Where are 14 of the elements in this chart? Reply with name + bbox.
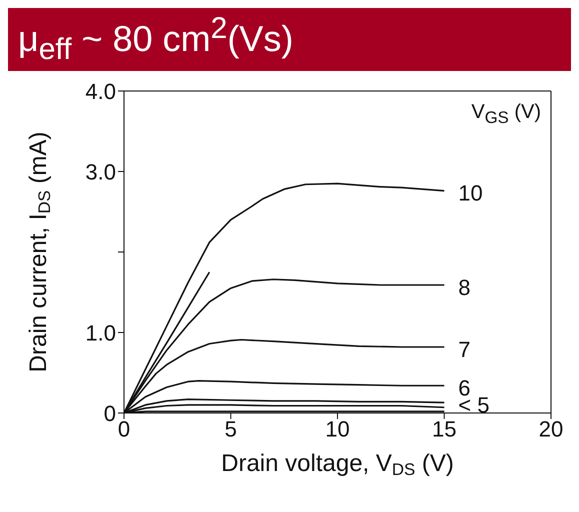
x-tick-label: 20 — [538, 416, 564, 442]
x-axis-title: Drain voltage, V$_{DS}$ (V) — [221, 450, 454, 480]
text: μ$_{eff}$ ~ 80 cm$^{2}$(Vs) — [8, 8, 571, 72]
y-tick-label: 3.0 — [85, 159, 116, 184]
x-tick-label: 10 — [325, 416, 350, 442]
y-tick-label: 1.0 — [85, 320, 116, 346]
series-label: 7 — [458, 336, 470, 362]
series-label: 8 — [458, 275, 470, 300]
x-tick-label: 5 — [224, 416, 237, 442]
y-tick-label: 0 — [104, 400, 116, 426]
series-label: 10 — [458, 180, 483, 206]
legend-title: V$_{GS}$ (V) — [471, 101, 541, 128]
x-tick-label: 15 — [432, 416, 456, 442]
y-tick-label: 4.0 — [85, 78, 116, 104]
